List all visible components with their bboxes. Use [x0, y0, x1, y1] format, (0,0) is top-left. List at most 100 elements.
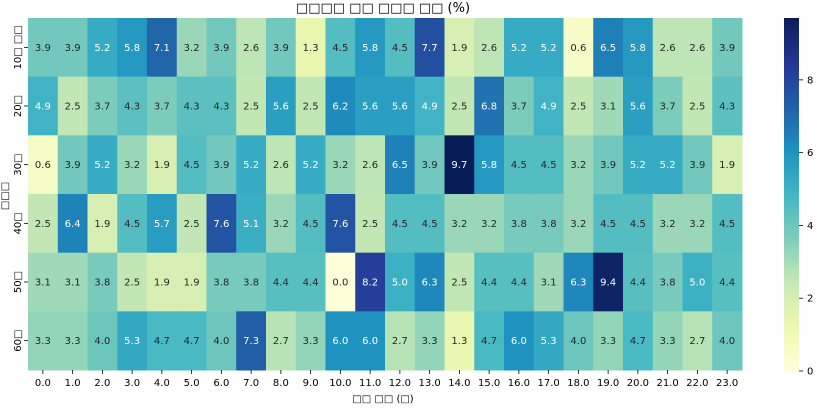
cell-value-label: 4.0 — [213, 336, 229, 347]
cell-value-label: 2.5 — [689, 102, 705, 113]
x-tick-label: 10.0 — [329, 378, 351, 389]
cell-value-label: 3.7 — [511, 102, 527, 113]
heatmap-cell — [504, 76, 535, 136]
y-axis-label: □□□ — [0, 182, 11, 210]
cell-value-label: 4.5 — [630, 219, 646, 230]
heatmap-cell — [385, 135, 416, 195]
heatmap-cell — [652, 76, 683, 136]
cell-value-label: 3.9 — [35, 43, 51, 54]
heatmap-cell — [385, 311, 416, 371]
cell-value-label: 4.5 — [541, 160, 557, 171]
x-tick-label: 0.0 — [35, 378, 51, 389]
heatmap-cell — [87, 311, 118, 371]
cell-value-label: 3.1 — [600, 102, 616, 113]
x-tick-label: 7.0 — [243, 378, 259, 389]
heatmap-cell — [28, 194, 59, 254]
cell-value-label: 2.6 — [273, 160, 289, 171]
cell-value-label: 4.4 — [511, 278, 527, 289]
heatmap-cell — [474, 311, 505, 371]
heatmap-cell — [623, 311, 654, 371]
heatmap-cell — [176, 194, 207, 254]
heatmap-cell — [236, 135, 267, 195]
heatmap-cell — [355, 252, 386, 312]
cell-value-label: 4.4 — [273, 278, 289, 289]
heatmap-cell — [87, 194, 118, 254]
cell-value-label: 1.9 — [719, 160, 735, 171]
heatmap-cell — [414, 76, 445, 136]
x-tick-label: 23.0 — [716, 378, 738, 389]
cell-value-label: 2.5 — [451, 278, 467, 289]
heatmap-cell — [57, 252, 88, 312]
heatmap-cell — [355, 18, 386, 78]
cell-value-label: 7.3 — [243, 336, 259, 347]
heatmap-cell — [87, 252, 118, 312]
cell-value-label: 3.2 — [570, 160, 586, 171]
heatmap-cell — [444, 76, 475, 136]
heatmap-cell — [444, 252, 475, 312]
cell-value-label: 6.4 — [65, 219, 81, 230]
heatmap-cell — [414, 194, 445, 254]
cell-value-label: 4.7 — [184, 336, 200, 347]
colorbar-tick-label: 2 — [807, 294, 813, 305]
cell-value-label: 6.0 — [332, 336, 348, 347]
heatmap-cell — [206, 76, 237, 136]
heatmap-cell — [295, 311, 326, 371]
cell-value-label: 5.8 — [481, 160, 497, 171]
heatmap-cell — [147, 194, 178, 254]
cell-value-label: 5.1 — [243, 219, 259, 230]
cell-value-label: 3.9 — [65, 160, 81, 171]
heatmap-cell — [593, 311, 624, 371]
heatmap-cell — [712, 252, 743, 312]
heatmap-cell — [712, 194, 743, 254]
cell-value-label: 1.9 — [184, 278, 200, 289]
heatmap-cell — [28, 135, 59, 195]
x-axis-label: □□ □□ (□) — [352, 394, 414, 405]
cell-value-label: 4.5 — [511, 160, 527, 171]
cell-value-label: 5.3 — [541, 336, 557, 347]
cell-value-label: 3.9 — [422, 160, 438, 171]
cell-value-label: 3.3 — [422, 336, 438, 347]
cell-value-label: 4.0 — [719, 336, 735, 347]
cell-value-label: 3.9 — [65, 43, 81, 54]
cell-value-label: 3.9 — [213, 160, 229, 171]
cell-value-label: 4.5 — [392, 219, 408, 230]
cell-value-label: 3.3 — [35, 336, 51, 347]
heatmap-cell — [206, 252, 237, 312]
heatmap-cell — [682, 18, 713, 78]
cell-value-label: 3.2 — [660, 219, 676, 230]
heatmap-cell — [295, 135, 326, 195]
x-tick-label: 13.0 — [418, 378, 440, 389]
heatmap-cell — [28, 311, 59, 371]
cell-value-label: 3.8 — [94, 278, 110, 289]
heatmap-cell — [147, 135, 178, 195]
cell-value-label: 3.3 — [660, 336, 676, 347]
cell-value-label: 2.7 — [273, 336, 289, 347]
cell-value-label: 5.2 — [541, 43, 557, 54]
cell-value-label: 6.0 — [511, 336, 527, 347]
heatmap-cell — [444, 311, 475, 371]
heatmap-cell — [682, 76, 713, 136]
heatmap-cell — [266, 311, 297, 371]
x-tick-label: 21.0 — [656, 378, 678, 389]
heatmap-cell — [176, 252, 207, 312]
heatmap-cell — [504, 135, 535, 195]
cell-value-label: 4.3 — [184, 102, 200, 113]
heatmap-cell — [236, 18, 267, 78]
heatmap-cell — [355, 76, 386, 136]
cell-value-label: 3.2 — [689, 219, 705, 230]
heatmap-cell — [563, 194, 594, 254]
cell-value-label: 2.5 — [184, 219, 200, 230]
heatmap-cell — [325, 76, 356, 136]
heatmap-cell — [652, 311, 683, 371]
cell-value-label: 4.0 — [570, 336, 586, 347]
cell-value-label: 2.6 — [481, 43, 497, 54]
heatmap-cell — [206, 135, 237, 195]
x-tick-label: 18.0 — [567, 378, 589, 389]
cell-value-label: 7.7 — [422, 43, 438, 54]
heatmap-cell — [712, 18, 743, 78]
cell-value-label: 3.7 — [94, 102, 110, 113]
y-tick-label: 30□ — [13, 154, 24, 176]
x-tick-label: 6.0 — [213, 378, 229, 389]
heatmap-cell — [444, 18, 475, 78]
heatmap-cell — [563, 135, 594, 195]
